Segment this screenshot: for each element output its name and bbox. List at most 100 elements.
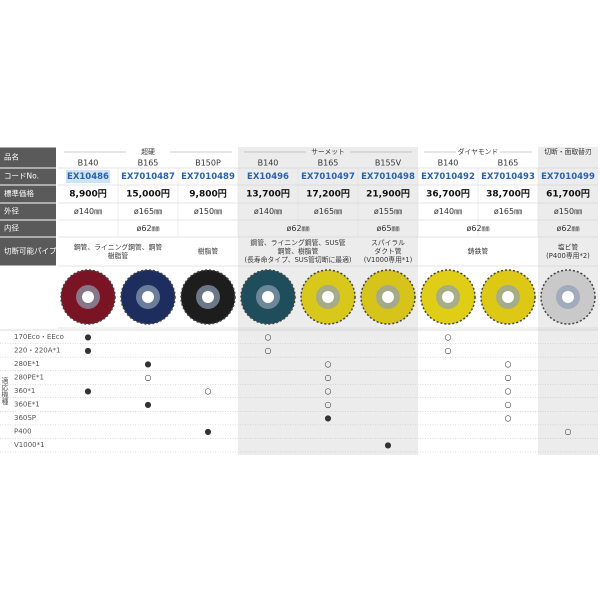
blade-hole xyxy=(562,291,574,303)
model-name: P400 xyxy=(14,428,32,436)
compat-mark: ○ xyxy=(325,373,332,382)
inner-diameter: ø62㎜ xyxy=(556,224,579,233)
price: 21,900円 xyxy=(366,189,410,200)
price: 9,800円 xyxy=(189,189,226,200)
blade-hole xyxy=(322,291,334,303)
inner-diameter: ø62㎜ xyxy=(136,224,159,233)
model-name: 220・220A*1 xyxy=(14,346,60,354)
product-code: EX7010487 xyxy=(121,172,175,182)
compat-mark: ● xyxy=(385,441,392,450)
price: 61,700円 xyxy=(546,189,590,200)
group-name: サーメット xyxy=(311,148,345,156)
model-name: 360E*1 xyxy=(14,401,40,409)
compat-mark: ○ xyxy=(205,387,212,396)
compat-mark: ● xyxy=(145,400,152,409)
compat-mark: ● xyxy=(325,414,332,423)
compat-mark: ○ xyxy=(325,359,332,368)
outer-diameter: ø165㎜ xyxy=(134,207,162,216)
sub-name: B140 xyxy=(258,159,279,168)
blade-hole xyxy=(442,291,454,303)
sub-name: B165 xyxy=(138,159,159,168)
pipe-text: (P400専用*2) xyxy=(546,251,590,260)
product-code: EX7010498 xyxy=(361,172,415,182)
inner-diameter: ø65㎜ xyxy=(376,224,399,233)
compat-mark: ○ xyxy=(505,359,512,368)
price: 8,900円 xyxy=(69,189,106,200)
sub-name: B140 xyxy=(438,159,459,168)
compat-mark: ○ xyxy=(505,400,512,409)
compat-mark: ● xyxy=(85,387,92,396)
compat-mark: ○ xyxy=(505,414,512,423)
compat-mark: ○ xyxy=(565,427,572,436)
label-cell xyxy=(0,237,56,266)
outer-diameter: ø140㎜ xyxy=(74,207,102,216)
row-label: 品名 xyxy=(4,152,19,162)
product-code: EX10486 xyxy=(67,172,109,182)
compat-mark: ○ xyxy=(145,373,152,382)
compat-mark: ● xyxy=(145,359,152,368)
outer-diameter: ø150㎜ xyxy=(554,207,582,216)
sub-name: B155V xyxy=(375,159,402,168)
pipe-text: 樹脂管 xyxy=(198,247,219,256)
sub-name: B165 xyxy=(498,159,519,168)
model-name: 280PE*1 xyxy=(14,373,44,381)
outer-diameter: ø150㎜ xyxy=(194,207,222,216)
group-name: ダイヤモンド xyxy=(458,147,499,156)
row-label: 標準価格 xyxy=(4,188,34,198)
row-label: 内径 xyxy=(4,223,19,233)
compat-mark: ○ xyxy=(325,387,332,396)
compat-mark: ○ xyxy=(265,332,272,341)
pipe-text: 樹脂管 xyxy=(108,251,129,260)
label-cell xyxy=(0,185,56,203)
models-label: 適応機種 xyxy=(1,376,9,406)
outer-diameter: ø165㎜ xyxy=(314,207,342,216)
inner-diameter: ø62㎜ xyxy=(286,224,309,233)
inner-diameter: ø62㎜ xyxy=(466,224,489,233)
group-name: 超硬 xyxy=(141,147,155,156)
outer-diameter: ø140㎜ xyxy=(434,207,462,216)
label-cell xyxy=(0,203,56,220)
model-name: 170Eco・EEco xyxy=(14,333,64,341)
blade-hole xyxy=(262,291,274,303)
compat-mark: ○ xyxy=(505,373,512,382)
pipe-text: (長寿命タイプ、SUS管切断に最適) xyxy=(244,255,351,264)
label-cell xyxy=(0,168,56,185)
product-code: EX7010499 xyxy=(541,172,595,182)
pipe-text: 鋼管、ライニング鋼管、鋼管 xyxy=(74,242,163,251)
blade-hole xyxy=(382,291,394,303)
pipe-text: 鋼管、樹脂管 xyxy=(278,247,319,256)
row-label: 外径 xyxy=(4,206,19,216)
label-cell xyxy=(0,220,56,237)
blade-hole xyxy=(202,291,214,303)
price: 13,700円 xyxy=(246,189,290,200)
pipe-text: 鋼管、ライニング鋼管、SUS管 xyxy=(250,238,345,247)
blade-hole xyxy=(82,291,94,303)
label-cell xyxy=(0,147,56,168)
model-name: 280E*1 xyxy=(14,360,40,368)
price: 36,700円 xyxy=(426,189,470,200)
model-name: V1000*1 xyxy=(14,441,45,449)
product-code: EX7010497 xyxy=(301,172,355,182)
compat-mark: ○ xyxy=(445,332,452,341)
row-label: 切断可能パイプ xyxy=(4,246,57,256)
sub-name: B150P xyxy=(195,159,221,168)
pipe-text: (V1000専用*1) xyxy=(364,255,413,264)
group-name: 切断・面取替刃 xyxy=(544,147,592,156)
product-code: EX7010493 xyxy=(481,172,535,182)
product-code: EX10496 xyxy=(247,172,289,182)
outer-diameter: ø165㎜ xyxy=(494,207,522,216)
compat-mark: ○ xyxy=(265,346,272,355)
compat-mark: ○ xyxy=(445,346,452,355)
compat-mark: ○ xyxy=(505,387,512,396)
pipe-text: 鋳鉄管 xyxy=(468,247,489,256)
price: 15,000円 xyxy=(126,189,170,200)
pipe-text: ダクト管 xyxy=(374,247,401,256)
pipe-text: 塩ビ管 xyxy=(558,242,579,251)
code-highlight xyxy=(66,170,110,183)
price: 17,200円 xyxy=(306,189,350,200)
compat-mark: ● xyxy=(205,427,212,436)
outer-diameter: ø155㎜ xyxy=(374,207,402,216)
row-label: コードNo. xyxy=(4,172,39,181)
pipe-text: スパイラル xyxy=(371,239,405,247)
sub-name: B140 xyxy=(78,159,99,168)
